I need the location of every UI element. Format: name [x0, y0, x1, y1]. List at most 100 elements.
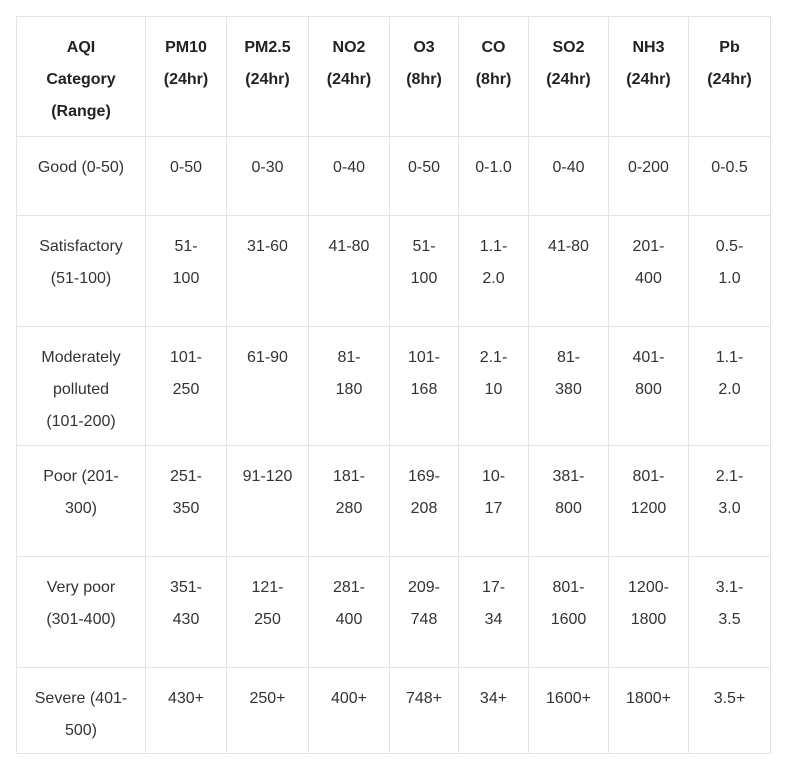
cell-text-line: 181-: [332, 468, 366, 485]
cell-text-line: 251-: [169, 468, 203, 485]
header-row: AQI Category (Range) PM10 (24hr) PM2.5 (24hr) N…: [16, 16, 771, 137]
cell-so2: 1600+: [528, 667, 609, 754]
header-nh3: NH3 (24hr): [608, 16, 689, 137]
cell-pb: 3.1- 3.5: [688, 556, 771, 668]
cell-text-line: 17-: [481, 579, 506, 596]
cell-text-line: 1800+: [626, 690, 671, 707]
cell-text-line: 801-: [552, 579, 585, 596]
cell-nh3: 401- 800: [608, 326, 689, 446]
cell-nh3: 201- 400: [608, 215, 689, 327]
cell-o3: 209- 748: [389, 556, 459, 668]
cell-category: Satisfactory (51-100): [16, 215, 146, 327]
cell-text-line: 208: [410, 500, 438, 517]
cell-text-line: AQI: [66, 39, 96, 56]
cell-pm25: 61-90: [226, 326, 309, 446]
cell-so2: 41-80: [528, 215, 609, 327]
cell-text-line: 180: [335, 381, 363, 398]
cell-co: 34+: [458, 667, 529, 754]
cell-category: Very poor (301-400): [16, 556, 146, 668]
cell-category: Moderately polluted (101-200): [16, 326, 146, 446]
cell-text-line: 0-30: [251, 159, 284, 176]
cell-pm10: 251- 350: [145, 445, 227, 557]
table-body: Good (0-50) 0-50 0-30 0-40 0-50 0-1.0 0-40 0-20…: [16, 136, 771, 754]
cell-co: 2.1- 10: [458, 326, 529, 446]
cell-co: 17- 34: [458, 556, 529, 668]
cell-no2: 181- 280: [308, 445, 390, 557]
cell-o3: 0-50: [389, 136, 459, 216]
cell-text-line: 91-120: [242, 468, 293, 485]
cell-text-line: NO2: [332, 39, 366, 56]
cell-text-line: 400: [335, 611, 363, 628]
cell-text-line: (24hr): [245, 71, 290, 88]
cell-text-line: 351-: [169, 579, 203, 596]
cell-text-line: 34: [484, 611, 503, 628]
cell-text-line: (301-400): [46, 611, 116, 628]
cell-pb: 0.5- 1.0: [688, 215, 771, 327]
cell-o3: 101- 168: [389, 326, 459, 446]
cell-text-line: 800: [555, 500, 582, 517]
cell-text-line: Pb: [719, 39, 740, 56]
cell-so2: 381- 800: [528, 445, 609, 557]
cell-text-line: 380: [555, 381, 582, 398]
cell-category: Good (0-50): [16, 136, 146, 216]
cell-text-line: 0-50: [407, 159, 441, 176]
cell-text-line: (24hr): [707, 71, 752, 88]
cell-pb: 1.1- 2.0: [688, 326, 771, 446]
cell-pm10: 101- 250: [145, 326, 227, 446]
cell-text-line: (24hr): [163, 71, 209, 88]
cell-so2: 801- 1600: [528, 556, 609, 668]
header-pm25: PM2.5 (24hr): [226, 16, 309, 137]
cell-o3: 748+: [389, 667, 459, 754]
cell-pm25: 121- 250: [226, 556, 309, 668]
cell-text-line: 250: [254, 611, 281, 628]
cell-text-line: 1.0: [718, 270, 741, 287]
cell-text-line: 801-: [632, 468, 665, 485]
cell-text-line: (8hr): [475, 71, 512, 88]
header-category: AQI Category (Range): [16, 16, 146, 137]
cell-text-line: 31-60: [247, 238, 288, 255]
cell-no2: 0-40: [308, 136, 390, 216]
cell-text-line: 400: [635, 270, 662, 287]
cell-no2: 400+: [308, 667, 390, 754]
cell-text-line: 250: [172, 381, 200, 398]
cell-text-line: 400+: [330, 690, 368, 707]
table-row: Good (0-50) 0-50 0-30 0-40 0-50 0-1.0 0-40 0-20…: [16, 136, 771, 216]
cell-text-line: 100: [410, 270, 438, 287]
cell-o3: 51- 100: [389, 215, 459, 327]
cell-o3: 169- 208: [389, 445, 459, 557]
cell-so2: 81- 380: [528, 326, 609, 446]
cell-text-line: 10: [484, 381, 503, 398]
cell-text-line: 81-: [556, 349, 581, 366]
cell-pm25: 250+: [226, 667, 309, 754]
cell-nh3: 801- 1200: [608, 445, 689, 557]
cell-text-line: 10-: [481, 468, 506, 485]
cell-pm10: 430+: [145, 667, 227, 754]
cell-nh3: 1200- 1800: [608, 556, 689, 668]
cell-text-line: 2.0: [718, 381, 741, 398]
table-row: Satisfactory (51-100) 51- 100 31-60 41-80 51- 1…: [16, 215, 771, 327]
cell-text-line: 121-: [251, 579, 284, 596]
cell-text-line: 41-80: [548, 238, 589, 255]
cell-text-line: 0-40: [332, 159, 366, 176]
cell-pm25: 91-120: [226, 445, 309, 557]
header-o3: O3 (8hr): [389, 16, 459, 137]
cell-text-line: 281-: [332, 579, 366, 596]
header-pb: Pb (24hr): [688, 16, 771, 137]
cell-text-line: Good (0-50): [37, 159, 125, 176]
cell-text-line: CO: [481, 39, 506, 56]
header-pm10: PM10 (24hr): [145, 16, 227, 137]
cell-text-line: 3.5+: [713, 690, 746, 707]
cell-text-line: polluted: [52, 381, 110, 398]
cell-text-line: 0-200: [628, 159, 669, 176]
cell-text-line: (101-200): [46, 413, 116, 430]
cell-text-line: Very poor: [46, 579, 116, 596]
cell-text-line: 250+: [249, 690, 286, 707]
cell-text-line: (Range): [51, 103, 111, 120]
table-row: Very poor (301-400) 351- 430 121- 250 281- 400 2…: [16, 556, 771, 668]
cell-co: 1.1- 2.0: [458, 215, 529, 327]
cell-text-line: 169-: [407, 468, 441, 485]
table-header: AQI Category (Range) PM10 (24hr) PM2.5 (24hr) N…: [16, 16, 771, 137]
cell-text-line: 748+: [405, 690, 443, 707]
cell-text-line: 280: [335, 500, 363, 517]
cell-no2: 81- 180: [308, 326, 390, 446]
